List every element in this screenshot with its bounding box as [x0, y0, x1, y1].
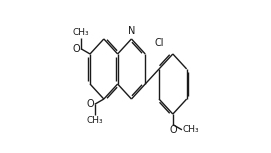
- Text: CH₃: CH₃: [86, 116, 103, 125]
- Text: O: O: [169, 125, 177, 135]
- Text: CH₃: CH₃: [183, 125, 199, 134]
- Text: CH₃: CH₃: [73, 28, 89, 37]
- Text: Cl: Cl: [154, 38, 164, 48]
- Text: O: O: [86, 99, 94, 109]
- Text: N: N: [128, 26, 135, 36]
- Text: O: O: [73, 44, 80, 54]
